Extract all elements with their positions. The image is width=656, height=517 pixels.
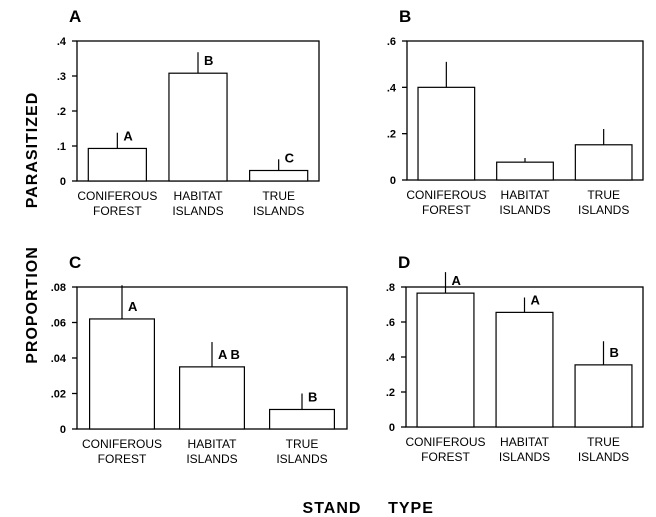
category-label: ISLANDS <box>253 204 304 218</box>
category-label: TRUE <box>262 189 295 203</box>
bar <box>249 169 309 182</box>
y-tick-label: .6 <box>386 317 395 329</box>
category-label: TRUE <box>587 435 620 449</box>
bar <box>495 311 554 428</box>
y-axis-label-parasitized: PARASITIZED <box>24 92 41 208</box>
category-label: CONIFEROUS <box>405 435 485 449</box>
y-tick-label: .2 <box>387 129 396 141</box>
panel-a: A0.1.2.3.4ACONIFEROUSFORESTBHABITATISLAN… <box>57 7 320 218</box>
bar <box>574 364 633 428</box>
y-tick-label: .02 <box>51 389 66 401</box>
significance-label: B <box>308 389 317 404</box>
y-tick-label: 0 <box>60 424 66 436</box>
category-label: FOREST <box>422 203 471 217</box>
y-tick-label: .6 <box>387 36 396 48</box>
category-label: FOREST <box>421 450 470 464</box>
category-label: FOREST <box>98 452 147 466</box>
category-label: CONIFEROUS <box>82 437 162 451</box>
bar <box>88 318 156 430</box>
category-label: ISLANDS <box>172 204 223 218</box>
significance-label: A <box>123 128 133 143</box>
panel-letter: A <box>69 7 81 26</box>
bar <box>574 144 633 181</box>
category-label: FOREST <box>93 204 142 218</box>
y-tick-label: .1 <box>57 141 66 153</box>
category-label: ISLANDS <box>578 203 629 217</box>
y-tick-label: .4 <box>57 36 67 48</box>
bar <box>87 147 147 182</box>
y-tick-label: .4 <box>386 352 396 364</box>
significance-label: A <box>452 273 462 288</box>
y-tick-label: 0 <box>60 176 66 188</box>
significance-label: A <box>531 292 541 307</box>
category-label: CONIFEROUS <box>406 188 486 202</box>
bar <box>179 366 246 430</box>
category-label: ISLANDS <box>276 452 327 466</box>
panel-letter: C <box>69 253 81 272</box>
category-label: TRUE <box>587 188 620 202</box>
category-label: ISLANDS <box>578 450 629 464</box>
category-label: HABITAT <box>174 189 224 203</box>
bar <box>168 72 228 182</box>
significance-label: B <box>204 53 213 68</box>
y-tick-label: 0 <box>389 422 395 434</box>
category-label: ISLANDS <box>186 452 237 466</box>
bar <box>269 408 336 430</box>
y-axis-label-proportion: PROPORTION <box>24 246 41 364</box>
x-axis-label-stand: STAND <box>303 500 362 517</box>
category-label: ISLANDS <box>499 450 550 464</box>
category-label: HABITAT <box>501 188 551 202</box>
panel-b: B0.2.4.6CONIFEROUSFORESTHABITATISLANDSTR… <box>387 7 644 217</box>
category-label: CONIFEROUS <box>77 189 157 203</box>
category-label: TRUE <box>286 437 319 451</box>
bar <box>416 292 475 428</box>
significance-label: C <box>285 151 295 166</box>
y-tick-label: 0 <box>390 175 396 187</box>
y-tick-label: .08 <box>51 282 66 294</box>
bar <box>496 161 554 181</box>
significance-label: B <box>610 345 619 360</box>
category-label: HABITAT <box>500 435 550 449</box>
y-tick-label: .3 <box>57 71 66 83</box>
panel-letter: D <box>398 253 410 272</box>
panel-d: D0.2.4.6.8 ACONIFEROUSFORESTAHABITATISLAN… <box>386 253 644 464</box>
y-tick-label: .2 <box>386 387 395 399</box>
y-tick-label: .04 <box>51 353 67 365</box>
category-label: ISLANDS <box>499 203 550 217</box>
x-axis-label-type: TYPE <box>388 500 434 517</box>
significance-label: A B <box>218 347 240 362</box>
significance-label: A <box>128 299 138 314</box>
y-tick-label: .06 <box>51 318 66 330</box>
y-tick-label: .8 <box>386 282 395 294</box>
bar <box>417 86 476 181</box>
y-tick-label: .2 <box>57 106 66 118</box>
y-tick-label: .4 <box>387 82 397 94</box>
panel-letter: B <box>399 7 411 26</box>
category-label: HABITAT <box>188 437 238 451</box>
